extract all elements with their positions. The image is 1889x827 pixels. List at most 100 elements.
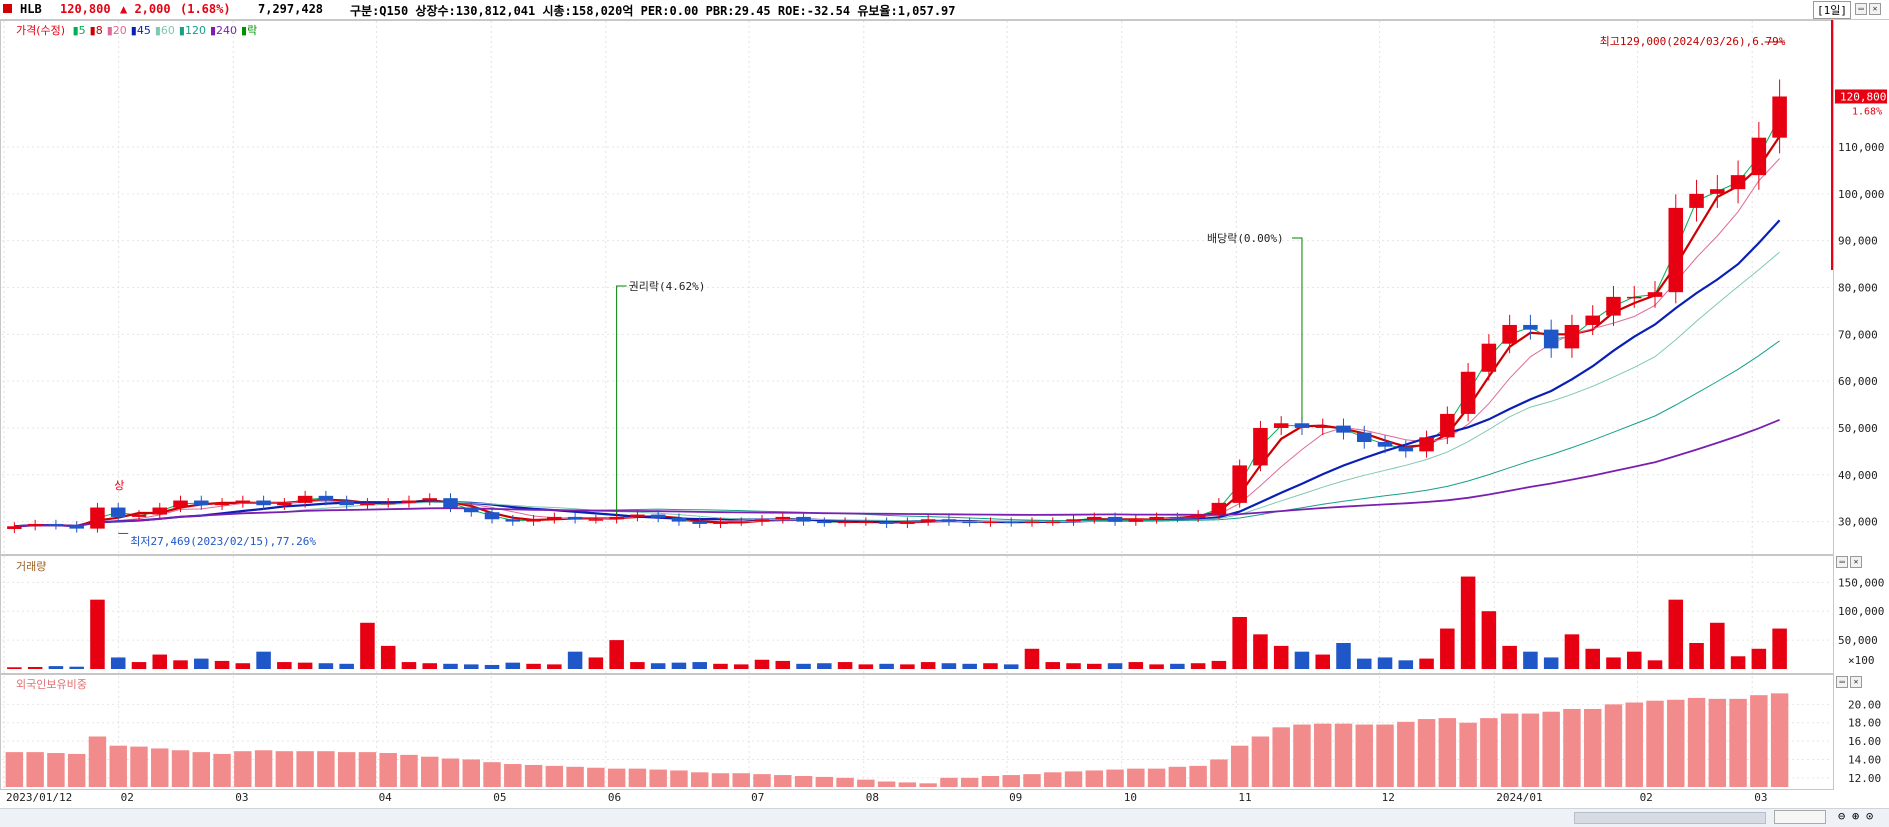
- horizontal-scrollbar[interactable]: ▶ ⊖ ⊕ ⊙: [0, 808, 1889, 827]
- candle-body: [256, 500, 271, 506]
- volume-bar: [1128, 662, 1144, 669]
- candle-body: [526, 519, 541, 522]
- x-tick-label: 02: [121, 791, 134, 804]
- foreign-bar: [1708, 698, 1727, 787]
- candle-body: [1419, 437, 1434, 452]
- foreign-bar: [1064, 771, 1083, 787]
- volume-bar: [1689, 643, 1704, 669]
- zoom-reset-icon[interactable]: ⊙: [1866, 809, 1874, 823]
- volume-bar: [1772, 628, 1787, 669]
- volume-bar: [380, 645, 396, 669]
- x-tick-label: 2023/01/12: [6, 791, 72, 804]
- candle-body: [1543, 329, 1559, 349]
- foreign-bar: [1251, 736, 1270, 787]
- volume-bar: [1543, 657, 1559, 669]
- volume-bar: [1751, 648, 1767, 669]
- foreign-bar: [400, 754, 418, 787]
- foreign-tick-label: 16.00: [1848, 735, 1881, 748]
- foreign-bar: [5, 752, 24, 787]
- volume-bar: [588, 657, 604, 669]
- candle-body: [796, 516, 811, 522]
- period-selector[interactable]: [1일]: [1813, 1, 1851, 19]
- foreign-bar: [981, 775, 1000, 787]
- candle-body: [1523, 324, 1538, 330]
- close-icon[interactable]: ✕: [1869, 3, 1881, 15]
- candle-body: [1294, 423, 1310, 428]
- price-tick-label: 100,000: [1838, 188, 1884, 201]
- foreign-bar: [379, 753, 397, 787]
- candle-body: [1128, 519, 1144, 522]
- foreign-bar: [1521, 713, 1540, 787]
- pane-close-icon[interactable]: ✕: [1850, 676, 1862, 688]
- candle-body: [567, 516, 583, 520]
- volume-bar: [692, 662, 707, 669]
- volume-bar: [547, 664, 562, 669]
- price-tick-label: 90,000: [1838, 235, 1878, 248]
- volume-bar: [1730, 656, 1746, 669]
- moving-average-line: [14, 418, 1780, 528]
- candle-body: [1689, 193, 1704, 208]
- minimize-icon[interactable]: ▭: [1855, 3, 1867, 15]
- foreign-bar: [628, 768, 647, 787]
- candle-body: [858, 521, 874, 524]
- foreign-bar: [358, 752, 377, 787]
- volume-bar: [1003, 664, 1019, 669]
- volume-bar: [1585, 648, 1600, 669]
- foreign-bar: [1147, 768, 1166, 787]
- quote-header: HLB 120,800 ▲ 2,000 (1.68%) 7,297,428 구분…: [0, 0, 1889, 20]
- foreign-bar: [898, 782, 917, 787]
- volume-bar: [69, 666, 84, 669]
- volume-bar: [1273, 645, 1289, 669]
- volume-bar: [650, 663, 666, 669]
- foreign-tick-label: 14.00: [1848, 753, 1881, 766]
- candle-body: [733, 521, 749, 524]
- rights-marker-line: [616, 285, 627, 515]
- foreign-bar: [1293, 724, 1311, 787]
- pane-close-icon[interactable]: ✕: [1850, 556, 1862, 568]
- foreign-bar: [919, 783, 937, 787]
- zoom-out-icon[interactable]: ⊖: [1838, 809, 1846, 823]
- candle-body: [90, 507, 105, 529]
- foreign-bar: [26, 752, 44, 787]
- candle-body: [401, 500, 417, 503]
- volume-bar: [796, 663, 811, 669]
- ma-legend-item: ▮60: [154, 24, 175, 37]
- x-tick-label: 03: [1754, 791, 1767, 804]
- dividend-marker-line: [1291, 237, 1303, 421]
- volume-tick-label: 100,000: [1838, 605, 1884, 618]
- ma-legend-items: ▮5 ▮8 ▮20 ▮45 ▮60 ▮120 ▮240 ▮락: [73, 24, 262, 37]
- volume-bar: [941, 663, 957, 669]
- pane-minimize-icon[interactable]: ▭: [1836, 676, 1848, 688]
- volume-bar: [754, 659, 770, 669]
- candle-body: [1398, 446, 1414, 452]
- foreign-bar: [1189, 765, 1207, 787]
- foreign-bar: [151, 748, 169, 787]
- zoom-in-icon[interactable]: ⊕: [1852, 809, 1860, 823]
- candle-body: [920, 519, 936, 522]
- foreign-bar: [254, 750, 273, 787]
- pane-minimize-icon[interactable]: ▭: [1836, 556, 1848, 568]
- x-tick-label: 11: [1238, 791, 1251, 804]
- foreign-bar: [1438, 718, 1457, 787]
- volume-bar: [1626, 651, 1642, 669]
- ticker-label: HLB: [20, 2, 42, 16]
- foreign-bar: [1604, 704, 1623, 787]
- volume-bar: [775, 660, 791, 669]
- scroll-thumb[interactable]: [1574, 812, 1766, 824]
- candle-body: [339, 500, 354, 506]
- candle-body: [1024, 521, 1040, 524]
- foreign-bar: [462, 759, 480, 787]
- volume-total: 7,297,428: [258, 2, 324, 16]
- moving-average-line: [14, 340, 1780, 527]
- volume-bar: [1523, 651, 1538, 669]
- stock-chart[interactable]: 2023/01/12 02 03 04 05 06 07 08 09 10 11 12 2024/01 0…: [0, 0, 1889, 808]
- zoom-slider[interactable]: [1774, 810, 1826, 824]
- volume-bar: [401, 662, 417, 669]
- price-tick-label: 70,000: [1838, 328, 1878, 341]
- volume-bar: [526, 663, 541, 669]
- volume-bar: [858, 664, 874, 669]
- foreign-bar: [1770, 693, 1789, 787]
- volume-bar: [1710, 622, 1725, 669]
- candle-body: [1232, 465, 1247, 503]
- last-price-percent: 1.68%: [1852, 106, 1882, 117]
